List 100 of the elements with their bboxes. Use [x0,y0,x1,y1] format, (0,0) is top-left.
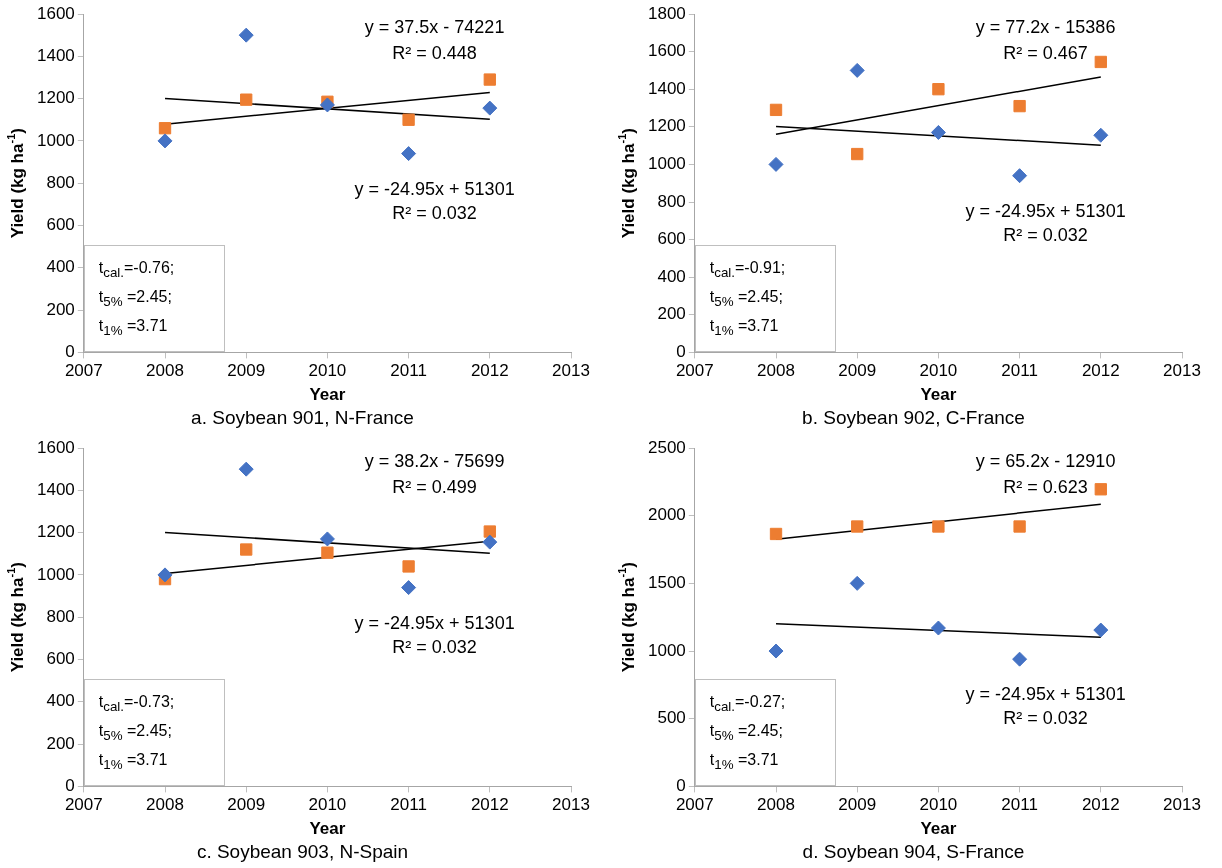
y-tick-label: 1200 [36,522,75,542]
annotation: t$_{cal.}$=-0.76; [98,257,175,283]
annotation: y = -24.95x + 51301 [965,684,1126,705]
y-tick-label: 200 [46,733,75,753]
note-box: t$_{cal.}$=-0.76; t$_{5%}$ =2.45; t$_{1%}$ =3.71 [83,244,226,353]
y-tick-label: 2000 [647,505,686,525]
x-tick-label: 2013 [1163,795,1201,815]
y-tick-label: 200 [657,304,686,324]
x-tick-label: 2009 [227,795,266,815]
annotation: t$_{1%}$ =3.71 [709,750,780,775]
x-axis-title: Year [920,384,957,404]
x-tick-label: 2011 [390,361,427,381]
y-tick-label: 500 [657,708,686,728]
y-tick-label: 0 [676,776,686,796]
x-tick-label: 2012 [470,795,509,815]
x-tick-label: 2007 [675,795,714,815]
annotation: R² = 0.032 [1003,224,1088,245]
y-tick-label: 1600 [36,437,75,457]
annotation: R² = 0.623 [1003,476,1088,497]
y-tick-label: 400 [46,257,75,277]
annotation: t$_{5%}$ =2.45; [98,287,173,312]
y-tick-label: 1200 [36,88,75,108]
annotation: t$_{1%}$ =3.71 [98,316,169,341]
annotation: R² = 0.448 [392,42,477,63]
y-tick-label: 400 [657,266,686,286]
y-tick-label: 1000 [36,564,75,584]
annotation: R² = 0.032 [392,202,477,223]
note-box: t$_{cal.}$=-0.27; t$_{5%}$ =2.45; t$_{1%}$ =3.71 [694,678,837,787]
annotation: R² = 0.467 [1003,42,1088,63]
x-tick-label: 2008 [757,795,795,815]
text: c. Soybean 903, N-Spain [196,840,409,862]
y-tick-label: 600 [46,649,75,669]
x-tick-label: 2013 [1163,361,1201,381]
y-tick-label: 1200 [647,116,686,136]
note-box: t$_{cal.}$=-0.73; t$_{5%}$ =2.45; t$_{1%}$ =3.71 [83,678,226,787]
x-tick-label: 2007 [675,361,714,381]
text: b. Soybean 902, C-France [802,406,1025,428]
text: a. Soybean 901, N-France [191,406,414,428]
x-tick-label: 2012 [470,361,509,381]
x-tick-label: 2013 [552,361,590,381]
y-tick-label: 0 [676,342,686,362]
annotation: t$_{1%}$ =3.71 [709,316,780,341]
x-tick-label: 2008 [757,361,795,381]
annotation: y = -24.95x + 51301 [965,200,1126,221]
note-box: t$_{cal.}$=-0.91; t$_{5%}$ =2.45; t$_{1%}$ =3.71 [694,244,837,353]
y-tick-label: 0 [65,776,75,796]
annotation: t$_{cal.}$=-0.73; [98,691,175,717]
x-tick-label: 2007 [64,361,103,381]
y-axis-title: Yield (kg ha-1) [5,128,27,239]
x-tick-label: 2010 [308,795,347,815]
y-tick-label: 1600 [36,3,75,23]
y-tick-label: 600 [657,229,686,249]
y-tick-label: 800 [657,191,686,211]
x-tick-label: 2008 [146,795,184,815]
annotation: y = 65.2x - 12910 [975,450,1116,471]
x-tick-label: 2011 [1001,795,1038,815]
y-axis-title: Yield (kg ha-1) [616,128,638,239]
y-axis-title: Yield (kg ha-1) [5,562,27,673]
y-tick-label: 800 [46,172,75,192]
y-tick-label: 400 [46,691,75,711]
y-tick-label: 1000 [647,154,686,174]
annotation: R² = 0.032 [1003,708,1088,729]
y-tick-label: 1400 [36,479,75,499]
annotation: y = 37.5x - 74221 [364,16,505,37]
y-tick-label: 1000 [36,130,75,150]
x-tick-label: 2011 [1001,361,1038,381]
x-axis-title: Year [309,384,346,404]
y-tick-label: 600 [46,215,75,235]
x-axis-title: Year [920,818,957,838]
annotation: y = 38.2x - 75699 [364,450,505,471]
x-tick-label: 2007 [64,795,103,815]
y-tick-label: 800 [46,606,75,626]
annotation: R² = 0.032 [392,636,477,657]
x-tick-label: 2012 [1081,795,1120,815]
annotation: R² = 0.499 [392,476,477,497]
x-tick-label: 2013 [552,795,590,815]
text: d. Soybean 904, S-France [802,840,1025,862]
annotation: t$_{1%}$ =3.71 [98,750,169,775]
annotation: y = -24.95x + 51301 [354,178,515,199]
annotation: y = 77.2x - 15386 [975,16,1116,37]
y-tick-label: 1500 [647,573,686,593]
x-tick-label: 2009 [838,361,877,381]
annotation: t$_{5%}$ =2.45; [709,721,784,746]
y-tick-label: 200 [46,299,75,319]
annotation: t$_{5%}$ =2.45; [98,721,173,746]
y-tick-label: 1000 [647,640,686,660]
annotation: y = -24.95x + 51301 [354,612,515,633]
x-tick-label: 2010 [308,361,347,381]
x-tick-label: 2011 [390,795,427,815]
annotation: t$_{cal.}$=-0.27; [709,691,786,717]
y-tick-label: 2500 [647,437,686,457]
y-tick-label: 0 [65,342,75,362]
y-tick-label: 1400 [647,78,686,98]
x-tick-label: 2008 [146,361,184,381]
x-tick-label: 2010 [919,361,958,381]
x-axis-title: Year [309,818,346,838]
annotation: t$_{5%}$ =2.45; [709,287,784,312]
x-tick-label: 2010 [919,795,958,815]
y-tick-label: 1400 [36,45,75,65]
x-tick-label: 2009 [227,361,266,381]
